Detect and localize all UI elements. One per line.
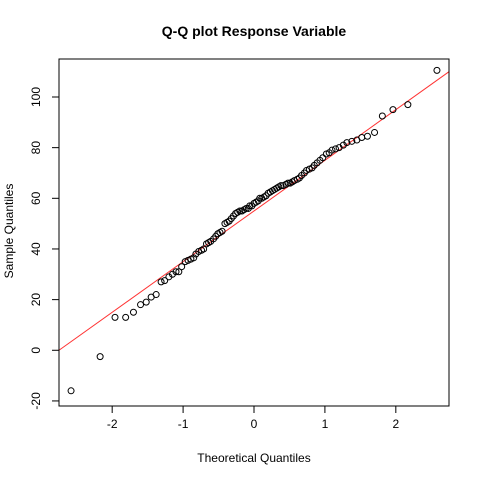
- data-point: [328, 146, 336, 154]
- y-tick-label: 0: [29, 347, 43, 354]
- data-point: [332, 145, 340, 153]
- data-point: [152, 291, 160, 299]
- y-tick-label: -20: [29, 392, 43, 410]
- data-point: [256, 194, 264, 202]
- data-point: [319, 154, 327, 162]
- data-point: [137, 301, 145, 309]
- data-point: [236, 207, 244, 215]
- data-point: [175, 268, 183, 276]
- data-point: [200, 245, 208, 253]
- x-tick-label: -1: [178, 417, 189, 431]
- data-point: [122, 313, 130, 321]
- data-point: [433, 66, 441, 74]
- data-point: [389, 106, 397, 114]
- y-tick-label: 60: [29, 191, 43, 205]
- data-point: [343, 139, 351, 147]
- y-tick-label: 100: [29, 87, 43, 107]
- data-point: [404, 101, 412, 109]
- data-point: [111, 313, 119, 321]
- data-point: [348, 137, 356, 145]
- data-point: [218, 227, 226, 235]
- x-tick-label: -2: [107, 417, 118, 431]
- data-point: [371, 128, 379, 136]
- data-point: [178, 263, 186, 271]
- data-point: [129, 308, 137, 316]
- x-tick-label: 1: [322, 417, 329, 431]
- y-tick-label: 40: [29, 242, 43, 256]
- chart-title: Q-Q plot Response Variable: [162, 23, 347, 39]
- data-point: [96, 353, 104, 361]
- y-tick-label: 80: [29, 141, 43, 155]
- x-tick-label: 2: [392, 417, 399, 431]
- data-point: [142, 298, 150, 306]
- data-point: [172, 268, 180, 276]
- data-point: [358, 134, 366, 142]
- y-tick-label: 20: [29, 293, 43, 307]
- x-axis-label: Theoretical Quantiles: [197, 451, 310, 465]
- data-point: [277, 182, 285, 190]
- x-tick-label: 0: [251, 417, 258, 431]
- data-point: [378, 112, 386, 120]
- data-point: [161, 277, 169, 285]
- reference-line: [58, 71, 450, 351]
- y-axis-label: Sample Quantiles: [2, 184, 16, 279]
- data-point: [157, 278, 165, 286]
- data-point: [190, 254, 198, 262]
- data-point: [67, 387, 75, 395]
- data-point: [284, 179, 292, 187]
- data-point: [363, 132, 371, 140]
